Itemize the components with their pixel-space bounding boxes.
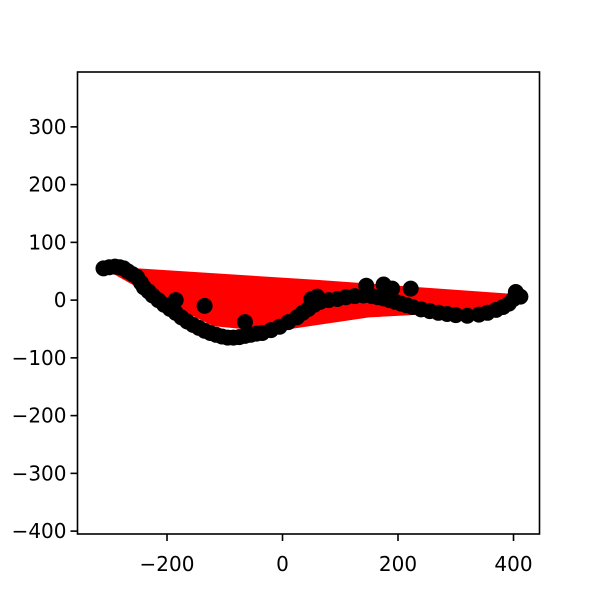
points-layer [95, 258, 529, 346]
data-point [402, 280, 419, 297]
data-point [237, 314, 253, 331]
x-tick-label: 0 [276, 552, 289, 576]
x-tick-label: 200 [379, 552, 417, 576]
plot-frame [76, 71, 541, 535]
y-tick-label: 100 [28, 230, 66, 254]
data-point [309, 288, 326, 305]
data-point [358, 277, 375, 294]
data-point [459, 307, 476, 324]
y-tick-label: −300 [12, 461, 67, 485]
y-axis: −400 −300 −200 −100 0 100 200 300 [12, 115, 78, 543]
data-point [196, 297, 213, 314]
x-tick-label: −200 [140, 552, 195, 576]
y-tick-label: 0 [54, 288, 67, 312]
data-point [447, 307, 464, 324]
y-tick-label: 300 [28, 115, 66, 139]
y-tick-label: −400 [12, 519, 67, 543]
x-axis: −200 0 200 400 [140, 534, 533, 576]
data-point [507, 284, 524, 300]
x-tick-label: 400 [494, 552, 532, 576]
data-point [384, 280, 401, 297]
y-tick-label: 200 [28, 173, 66, 197]
y-tick-label: −100 [12, 346, 67, 370]
data-point [167, 292, 184, 309]
y-tick-label: −200 [12, 404, 67, 428]
